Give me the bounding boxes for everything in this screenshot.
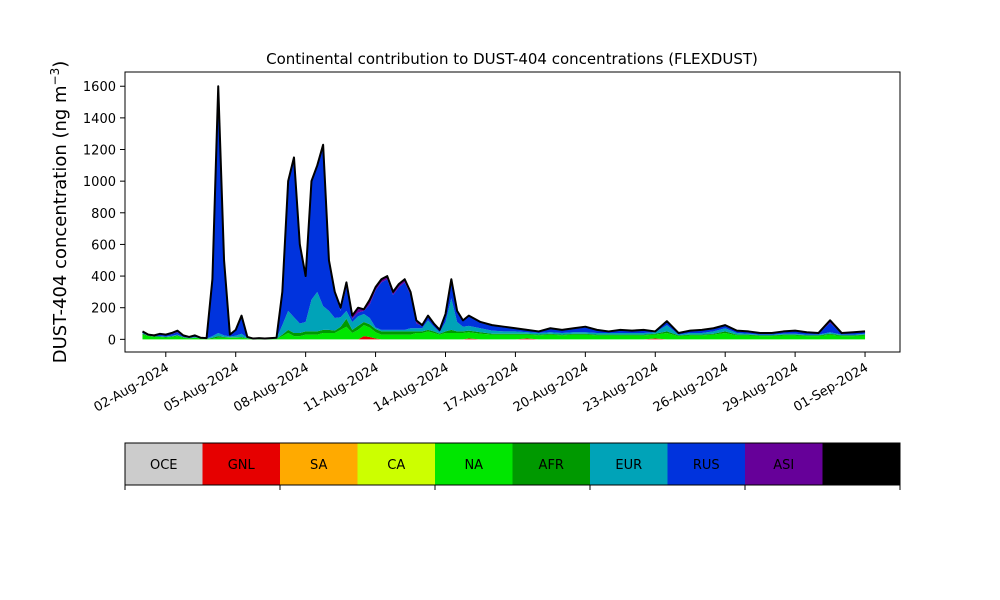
legend-swatch-oce xyxy=(125,443,203,485)
legend-label-ca: CA xyxy=(387,458,405,473)
x-tick-label: 08-Aug-2024 xyxy=(231,360,311,415)
legend-label-oce: OCE xyxy=(150,458,178,473)
x-tick-label: 14-Aug-2024 xyxy=(371,360,451,415)
legend-swatch-asi xyxy=(745,443,823,485)
y-axis-label-tail: ) xyxy=(50,61,71,68)
chart-title: Continental contribution to DUST-404 con… xyxy=(266,50,758,68)
y-axis-ticks: 0 200 400 600 800 1000 1200 1400 1600 xyxy=(83,80,125,348)
x-tick-label: 23-Aug-2024 xyxy=(581,360,661,415)
legend-swatch-afr xyxy=(512,443,591,485)
legend-label-rus: RUS xyxy=(693,458,720,473)
legend-swatch-na xyxy=(435,443,513,485)
y-tick-label: 600 xyxy=(91,238,116,253)
legend-swatch-aus xyxy=(822,443,901,485)
y-tick-label: 1600 xyxy=(83,80,116,95)
y-axis-label-superscript: −3 xyxy=(48,68,62,86)
legend-label-eur: EUR xyxy=(615,458,642,473)
legend-label-na: NA xyxy=(464,458,483,473)
area-eur xyxy=(142,291,866,339)
total-concentration-line xyxy=(142,85,866,340)
area-rus xyxy=(142,89,866,339)
y-tick-label: 800 xyxy=(91,207,116,222)
x-tick-label: 26-Aug-2024 xyxy=(651,360,731,415)
area-remainder xyxy=(142,86,866,339)
y-axis-label-main: DUST-404 concentration (ng m xyxy=(50,85,71,363)
y-tick-label: 200 xyxy=(91,302,116,317)
legend-swatch-sa xyxy=(280,443,358,485)
x-tick-label: 01-Sep-2024 xyxy=(791,360,871,415)
legend-frame xyxy=(124,442,901,486)
x-tick-label: 17-Aug-2024 xyxy=(441,360,521,415)
legend-label-asi: ASI xyxy=(773,458,794,473)
y-tick-label: 1200 xyxy=(83,144,116,159)
y-tick-label: 1400 xyxy=(83,112,116,127)
region-colorbar: OCE GNL SA CA NA AFR EUR RUS ASI AUS xyxy=(124,442,901,490)
x-axis-ticks: 02-Aug-202405-Aug-202408-Aug-202411-Aug-… xyxy=(91,352,871,416)
x-tick-label: 29-Aug-2024 xyxy=(721,360,801,415)
legend-label-gnl: GNL xyxy=(228,458,256,473)
area-asi xyxy=(142,86,866,339)
legend-swatch-rus xyxy=(667,443,746,485)
legend-swatch-eur xyxy=(590,443,668,485)
x-tick-label: 05-Aug-2024 xyxy=(161,360,241,415)
stacked-areas xyxy=(142,86,866,340)
legend-swatch-gnl xyxy=(202,443,281,485)
x-tick-label: 02-Aug-2024 xyxy=(91,360,171,415)
legend-label-sa: SA xyxy=(310,458,327,473)
y-tick-label: 1000 xyxy=(83,175,116,190)
y-tick-label: 400 xyxy=(91,270,116,285)
legend-label-aus: AUS xyxy=(848,458,875,473)
legend-swatch-ca xyxy=(357,443,436,485)
x-tick-label: 20-Aug-2024 xyxy=(511,360,591,415)
legend-label-afr: AFR xyxy=(539,458,564,473)
plot-frame xyxy=(124,71,901,353)
y-axis-label: DUST-404 concentration (ng m−3) xyxy=(48,61,71,364)
y-tick-label: 0 xyxy=(108,333,116,348)
x-tick-label: 11-Aug-2024 xyxy=(301,360,381,415)
